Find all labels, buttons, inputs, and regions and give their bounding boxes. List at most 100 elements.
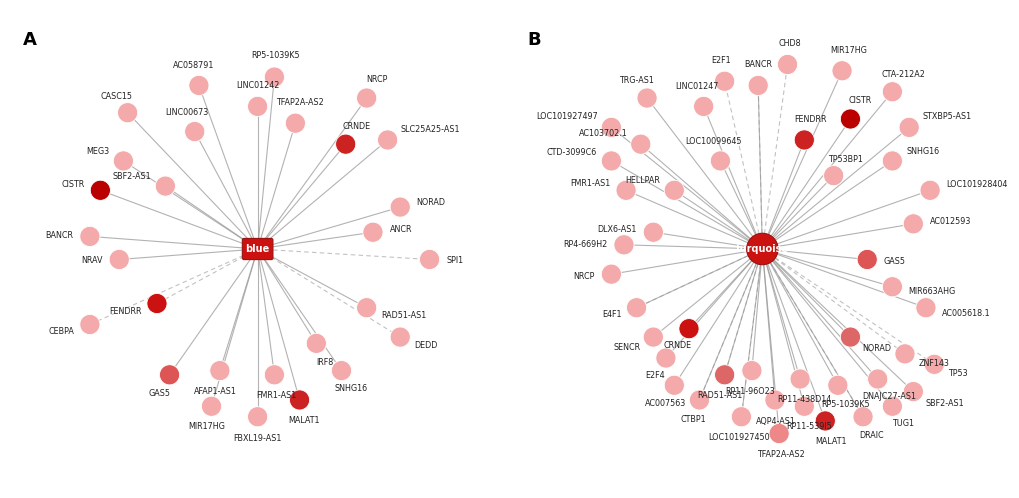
Circle shape xyxy=(741,361,761,380)
Circle shape xyxy=(109,249,129,269)
Circle shape xyxy=(814,411,835,431)
Circle shape xyxy=(923,354,944,374)
Circle shape xyxy=(389,197,410,217)
Circle shape xyxy=(663,375,684,395)
Text: CEBPA: CEBPA xyxy=(49,327,74,336)
Circle shape xyxy=(827,375,847,395)
Circle shape xyxy=(335,134,356,154)
Circle shape xyxy=(714,365,734,385)
Text: A: A xyxy=(22,31,37,49)
Text: SLC25A25-AS1: SLC25A25-AS1 xyxy=(400,124,460,133)
Text: AC058791: AC058791 xyxy=(172,61,214,70)
Text: BANCR: BANCR xyxy=(45,231,73,240)
Text: CTD-3099C6: CTD-3099C6 xyxy=(546,148,596,157)
Circle shape xyxy=(709,151,730,171)
Circle shape xyxy=(248,407,267,427)
Text: IRF8: IRF8 xyxy=(316,358,333,367)
Text: DRAIC: DRAIC xyxy=(858,431,883,440)
Circle shape xyxy=(840,327,860,347)
Text: LOC101928404: LOC101928404 xyxy=(945,180,1007,189)
Circle shape xyxy=(248,96,267,117)
Circle shape xyxy=(643,327,662,347)
Circle shape xyxy=(79,314,100,335)
Text: LOC10099645: LOC10099645 xyxy=(685,137,741,146)
Circle shape xyxy=(419,249,439,269)
Circle shape xyxy=(679,319,698,339)
Text: LOC101927450: LOC101927450 xyxy=(708,433,769,442)
Circle shape xyxy=(357,88,376,108)
Circle shape xyxy=(898,118,918,137)
Text: TFAP2A-AS2: TFAP2A-AS2 xyxy=(276,98,324,107)
Circle shape xyxy=(881,277,902,297)
Text: MEG3: MEG3 xyxy=(87,147,109,156)
Circle shape xyxy=(601,151,621,171)
Circle shape xyxy=(357,298,376,318)
Circle shape xyxy=(764,390,785,410)
Text: LINC00673: LINC00673 xyxy=(165,108,208,117)
Circle shape xyxy=(159,365,179,385)
Circle shape xyxy=(693,96,713,117)
Text: FENDRR: FENDRR xyxy=(794,116,825,124)
Circle shape xyxy=(389,327,410,347)
Text: NRAV: NRAV xyxy=(81,256,102,265)
Circle shape xyxy=(626,298,646,318)
Circle shape xyxy=(655,348,676,368)
Text: HELLPAR: HELLPAR xyxy=(625,176,659,185)
Text: GAS5: GAS5 xyxy=(883,256,905,265)
Text: CISTR: CISTR xyxy=(61,180,85,189)
Circle shape xyxy=(852,407,872,427)
Text: blue: blue xyxy=(246,244,269,254)
Text: LINC01247: LINC01247 xyxy=(675,82,718,91)
Text: SBF2-AS1: SBF2-AS1 xyxy=(924,398,963,407)
Text: MALAT1: MALAT1 xyxy=(814,437,846,446)
Text: CTBP1: CTBP1 xyxy=(680,415,705,424)
Text: FBXL19-AS1: FBXL19-AS1 xyxy=(233,434,281,443)
Circle shape xyxy=(636,88,656,108)
Circle shape xyxy=(881,151,902,171)
Text: NRCP: NRCP xyxy=(573,272,594,281)
Circle shape xyxy=(856,249,876,269)
FancyBboxPatch shape xyxy=(243,239,273,259)
Circle shape xyxy=(790,369,809,389)
Circle shape xyxy=(903,381,922,402)
Text: SNHG16: SNHG16 xyxy=(905,147,938,156)
Circle shape xyxy=(689,390,709,410)
Circle shape xyxy=(903,214,922,234)
Circle shape xyxy=(915,298,935,318)
Text: DLX6-AS1: DLX6-AS1 xyxy=(597,225,636,234)
Text: MIR17HG: MIR17HG xyxy=(189,422,225,431)
Text: LINC01242: LINC01242 xyxy=(235,81,279,90)
Text: TRG-AS1: TRG-AS1 xyxy=(619,76,653,85)
Circle shape xyxy=(601,264,621,284)
Circle shape xyxy=(201,396,221,416)
Text: AC103702.1: AC103702.1 xyxy=(579,128,628,138)
Text: CISTR: CISTR xyxy=(848,96,870,105)
Text: MIR17HG: MIR17HG xyxy=(829,46,866,55)
Text: E2F1: E2F1 xyxy=(710,56,730,65)
Circle shape xyxy=(776,54,797,75)
Text: AQP4-AS1: AQP4-AS1 xyxy=(756,417,796,426)
Text: RP11-539I5: RP11-539I5 xyxy=(785,422,830,431)
Text: RP4-669H2: RP4-669H2 xyxy=(562,240,606,249)
Circle shape xyxy=(714,71,734,91)
Text: NORAD: NORAD xyxy=(416,198,445,207)
Text: AC005618.1: AC005618.1 xyxy=(941,309,989,318)
Circle shape xyxy=(285,113,305,133)
Circle shape xyxy=(601,118,621,137)
Text: TFAP2A-AS2: TFAP2A-AS2 xyxy=(756,450,804,459)
Text: MALAT1: MALAT1 xyxy=(288,416,320,425)
Circle shape xyxy=(210,361,229,380)
Circle shape xyxy=(822,165,843,186)
Circle shape xyxy=(794,396,813,416)
Text: RP11-96O23: RP11-96O23 xyxy=(725,387,774,396)
Circle shape xyxy=(663,180,684,200)
Text: E2F4: E2F4 xyxy=(644,371,664,379)
Circle shape xyxy=(832,61,851,81)
Circle shape xyxy=(184,122,205,141)
Circle shape xyxy=(613,235,634,255)
Circle shape xyxy=(306,333,326,354)
Circle shape xyxy=(363,222,383,243)
Text: RP5-1039K5: RP5-1039K5 xyxy=(821,400,869,409)
Text: DEDD: DEDD xyxy=(414,342,437,351)
Circle shape xyxy=(731,407,751,427)
